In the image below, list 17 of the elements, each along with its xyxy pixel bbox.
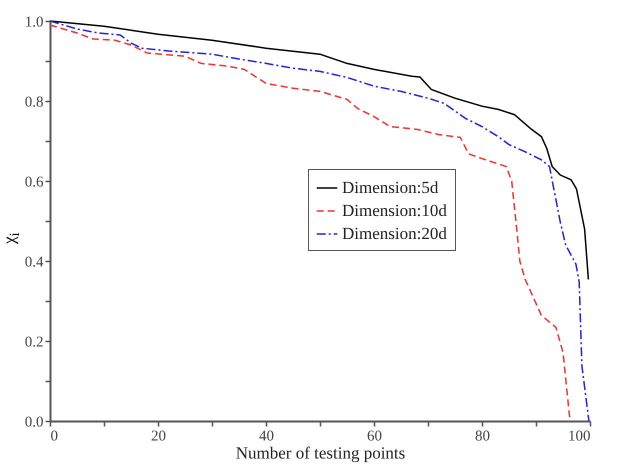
x-tick-label: 20 xyxy=(151,428,166,444)
x-tick-label: 0 xyxy=(50,428,58,444)
x-tick-label: 80 xyxy=(475,428,490,444)
x-tick-label: 40 xyxy=(259,428,274,444)
y-tick-label: 0.4 xyxy=(24,254,44,270)
legend-label: Dimension:5d xyxy=(342,178,439,197)
y-tick-label: 1.0 xyxy=(24,14,44,30)
legend-label: Dimension:20d xyxy=(342,224,448,243)
y-tick-label: 0.8 xyxy=(24,94,44,110)
x-axis-title: Number of testing points xyxy=(236,444,406,462)
y-tick-label: 0.0 xyxy=(24,414,44,430)
x-tick-label: 60 xyxy=(367,428,382,444)
x-tick-label: 100 xyxy=(568,428,590,444)
y-tick-label: 0.6 xyxy=(24,174,44,190)
y-tick-label: 0.2 xyxy=(24,334,44,350)
legend-label: Dimension:10d xyxy=(342,201,448,220)
line-series xyxy=(49,20,590,280)
